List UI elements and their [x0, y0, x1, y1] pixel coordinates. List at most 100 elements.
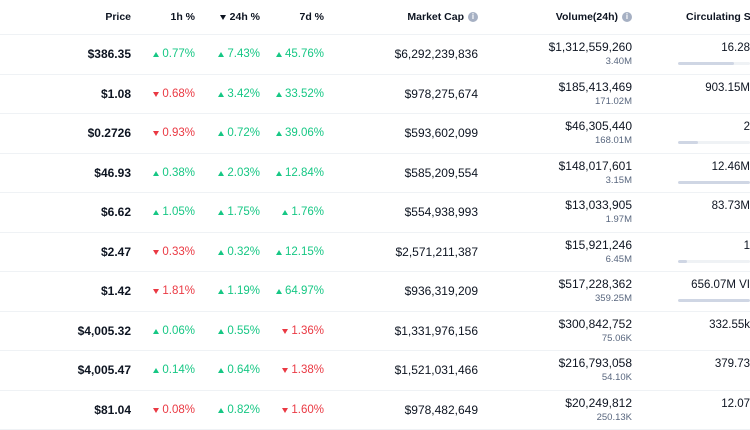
change-7d: 12.15%: [275, 233, 324, 272]
volume-value[interactable]: $517,228,362: [558, 277, 632, 292]
circulating-supply-wrap: 2: [678, 114, 750, 153]
caret-up-icon: [153, 328, 160, 334]
change-7d: 12.84%: [275, 154, 324, 193]
circulating-supply-cell: 83.73M: [678, 193, 750, 232]
info-icon[interactable]: i: [622, 12, 632, 22]
caret-down-icon: [153, 407, 160, 413]
change-7d: 1.76%: [282, 193, 324, 232]
supply-progress-fill: [678, 62, 735, 65]
volume-cell: $20,249,812 250.13K: [565, 391, 632, 430]
volume-coin-amount: 168.01M: [595, 135, 632, 147]
circulating-supply-wrap: 332.55k: [678, 312, 750, 351]
change-7d-value: 45.76%: [275, 48, 324, 60]
change-1h-text: 1.05%: [162, 206, 195, 219]
market-cap-cell: $978,482,649: [405, 391, 478, 430]
caret-up-icon: [153, 368, 160, 374]
price-value[interactable]: $2.47: [100, 244, 131, 259]
change-7d-value: 39.06%: [275, 127, 324, 139]
change-1h-value: 0.33%: [153, 246, 195, 258]
market-cap-value: $6,292,239,836: [394, 47, 478, 62]
volume-cell: $13,033,905 1.97M: [565, 193, 632, 232]
change-7d-value: 1.36%: [282, 325, 324, 337]
header-24h[interactable]: 24h %: [219, 0, 260, 34]
header-circulating-supply[interactable]: Circulating Su: [686, 0, 750, 34]
caret-up-icon: [218, 407, 225, 413]
market-cap-value: $585,209,554: [404, 165, 478, 180]
circulating-supply-cell: 332.55k: [678, 312, 750, 351]
change-1h-value: 0.68%: [153, 88, 195, 100]
market-cap-cell: $936,319,209: [405, 272, 478, 311]
change-24h-text: 0.64%: [227, 364, 260, 377]
table-row[interactable]: $4,005.47 0.14% 0.64% 1.38% $1,521,031,4…: [0, 351, 750, 391]
volume-value[interactable]: $13,033,905: [565, 198, 632, 213]
price-value[interactable]: $0.2726: [87, 126, 131, 141]
change-1h-value: 0.93%: [153, 127, 195, 139]
table-row[interactable]: $1.08 0.68% 3.42% 33.52% $978,275,674 $1…: [0, 75, 750, 114]
supply-progress-bar: [678, 180, 750, 184]
change-24h-value: 3.42%: [218, 88, 260, 100]
price-cell: $0.2726: [88, 114, 131, 153]
header-1h[interactable]: 1h %: [170, 0, 195, 34]
volume-cell: $1,312,559,260 3.40M: [549, 35, 632, 74]
price-cell: $46.93: [94, 154, 131, 193]
volume-value[interactable]: $20,249,812: [565, 395, 632, 410]
circulating-supply-wrap: 83.73M: [678, 193, 750, 232]
market-cap-value: $593,602,099: [404, 126, 478, 141]
price-value[interactable]: $386.35: [87, 47, 131, 62]
supply-progress-fill: [678, 141, 699, 144]
header-volume[interactable]: Volume(24h) i: [556, 0, 632, 34]
table-body: $386.35 0.77% 7.43% 45.76% $6,292,239,83…: [0, 35, 750, 430]
info-icon[interactable]: i: [468, 12, 478, 22]
supply-progress-bar: [678, 62, 750, 65]
price-value[interactable]: $4,005.47: [77, 363, 131, 378]
caret-up-icon: [275, 249, 282, 255]
table-row[interactable]: $2.47 0.33% 0.32% 12.15% $2,571,211,387 …: [0, 233, 750, 272]
header-market-cap[interactable]: Market Cap i: [407, 0, 478, 34]
table-row[interactable]: $0.2726 0.93% 0.72% 39.06% $593,602,099 …: [0, 114, 750, 154]
table-row[interactable]: $6.62 1.05% 1.75% 1.76% $554,938,993 $13…: [0, 193, 750, 233]
change-24h-value: 0.32%: [218, 246, 260, 258]
change-1h: 0.08%: [153, 391, 195, 430]
market-cap-value: $936,319,209: [404, 284, 478, 299]
change-1h-value: 0.77%: [153, 48, 195, 60]
volume-cell: $216,793,058 54.10K: [559, 351, 632, 390]
volume-value[interactable]: $300,842,752: [558, 316, 632, 331]
change-7d: 64.97%: [275, 272, 324, 311]
price-value[interactable]: $1.08: [100, 86, 131, 101]
change-7d: 39.06%: [275, 114, 324, 153]
volume-value[interactable]: $216,793,058: [558, 356, 632, 371]
volume-value[interactable]: $46,305,440: [565, 119, 632, 134]
table-row[interactable]: $386.35 0.77% 7.43% 45.76% $6,292,239,83…: [0, 35, 750, 75]
volume-cell: $300,842,752 75.06K: [559, 312, 632, 351]
header-price[interactable]: Price: [105, 0, 131, 34]
circulating-supply-value: 12.07: [721, 397, 750, 410]
circulating-supply-value: 379.73: [714, 358, 750, 370]
circulating-supply-cell: 1: [678, 233, 750, 272]
price-value[interactable]: $6.62: [100, 205, 131, 220]
change-1h: 0.93%: [153, 114, 195, 153]
price-value[interactable]: $4,005.32: [77, 323, 131, 338]
change-1h-text: 0.38%: [162, 166, 195, 179]
change-7d-value: 12.84%: [275, 167, 324, 179]
market-cap-cell: $978,275,674: [405, 75, 478, 114]
change-24h-value: 1.75%: [218, 206, 260, 218]
table-row[interactable]: $81.04 0.08% 0.82% 1.60% $978,482,649 $2…: [0, 391, 750, 430]
price-value[interactable]: $1.42: [100, 284, 131, 299]
change-7d-text: 1.76%: [291, 206, 324, 219]
volume-value[interactable]: $148,017,601: [558, 158, 632, 173]
price-value[interactable]: $81.04: [94, 402, 131, 417]
change-1h: 0.14%: [153, 351, 195, 390]
header-7d[interactable]: 7d %: [299, 0, 324, 34]
table-row[interactable]: $4,005.32 0.06% 0.55% 1.36% $1,331,976,1…: [0, 312, 750, 351]
volume-value[interactable]: $185,413,469: [558, 79, 632, 94]
volume-value[interactable]: $1,312,559,260: [548, 40, 632, 55]
change-1h: 0.06%: [153, 312, 195, 351]
circulating-supply-wrap: 656.07M VI: [678, 272, 750, 311]
caret-up-icon: [218, 289, 225, 295]
table-row[interactable]: $1.42 1.81% 1.19% 64.97% $936,319,209 $5…: [0, 272, 750, 312]
price-value[interactable]: $46.93: [94, 165, 131, 180]
change-7d-text: 1.60%: [291, 403, 324, 416]
volume-value[interactable]: $15,921,246: [565, 237, 632, 252]
table-row[interactable]: $46.93 0.38% 2.03% 12.84% $585,209,554 $…: [0, 154, 750, 193]
volume-coin-amount: 54.10K: [601, 372, 632, 384]
